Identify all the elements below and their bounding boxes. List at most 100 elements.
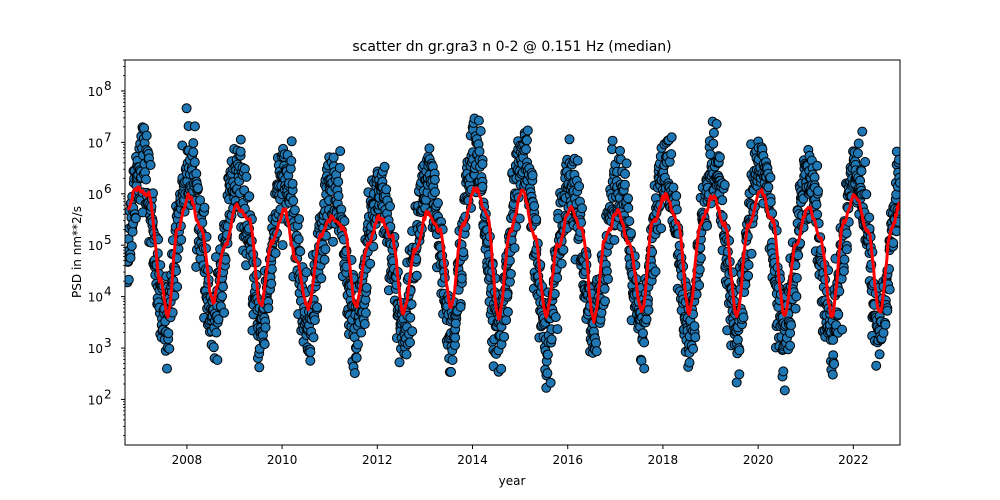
scatter-point	[857, 126, 868, 137]
scatter-point	[765, 172, 776, 183]
scatter-point	[244, 191, 255, 202]
scatter-point	[458, 247, 469, 258]
scatter-point	[623, 193, 633, 204]
scatter-point	[734, 369, 745, 380]
scatter-point	[860, 157, 871, 167]
scatter-point	[312, 302, 323, 313]
scatter-point	[496, 363, 507, 374]
scatter-point	[270, 248, 281, 259]
scatter-point	[708, 138, 719, 149]
y-tick-exponent: 3	[104, 336, 112, 350]
scatter-point	[895, 177, 900, 188]
scatter-point	[878, 327, 889, 338]
scatter-point	[690, 332, 701, 343]
scatter-point	[217, 291, 228, 302]
scatter-point	[734, 345, 745, 356]
scatter-point	[447, 355, 458, 365]
scatter-point	[394, 357, 405, 368]
scatter-point	[609, 235, 620, 245]
scatter-point	[141, 174, 151, 185]
scatter-point	[501, 315, 512, 325]
y-tick-label: 10	[88, 239, 103, 253]
scatter-point	[591, 346, 602, 357]
scatter-point	[812, 160, 823, 171]
scatter-point	[499, 331, 510, 342]
scatter-point	[509, 243, 520, 253]
scatter-point	[864, 212, 875, 223]
scatter-point	[295, 246, 306, 257]
scatter-point	[241, 171, 252, 182]
scatter-point	[603, 274, 613, 284]
scatter-point	[556, 258, 567, 269]
scatter-point	[522, 125, 533, 136]
scatter-point	[743, 270, 754, 281]
scatter-point	[550, 312, 561, 323]
scatter-point	[475, 126, 486, 136]
scatter-point	[333, 176, 344, 187]
scatter-point	[694, 264, 705, 275]
scatter-point	[558, 244, 569, 255]
scatter-point	[521, 135, 532, 146]
scatter-point	[828, 334, 839, 345]
scatter-point	[305, 347, 316, 358]
scatter-point	[208, 342, 219, 353]
scatter-point	[193, 183, 203, 194]
scatter-point	[195, 195, 206, 206]
scatter-point	[361, 282, 372, 293]
scatter-point	[432, 198, 443, 208]
scatter-point	[316, 273, 327, 284]
scatter-point	[738, 312, 749, 323]
scatter-point	[708, 127, 719, 138]
scatter-point	[856, 166, 867, 177]
scatter-point	[689, 321, 700, 332]
scatter-point	[666, 149, 677, 160]
scatter-point	[577, 203, 587, 214]
scatter-point	[650, 266, 661, 277]
scatter-point	[293, 234, 304, 245]
scatter-point	[564, 134, 575, 145]
scatter-point	[779, 385, 790, 396]
scatter-point	[176, 234, 187, 245]
x-axis: 2008 2010 2012 2014 2016 2018 2020 2022	[172, 445, 869, 467]
scatter-point	[477, 159, 488, 170]
scatter-point	[521, 144, 531, 155]
scatter-point	[600, 296, 610, 307]
scatter-point	[455, 301, 466, 312]
scatter-point	[212, 355, 223, 365]
scatter-point	[837, 324, 848, 335]
scatter-point	[277, 240, 288, 251]
scatter-point	[424, 143, 435, 154]
scatter-point	[125, 252, 136, 263]
scatter-point	[213, 314, 224, 325]
scatter-point	[189, 121, 200, 132]
x-tick-label: 2018	[648, 453, 679, 467]
scatter-point	[328, 236, 338, 247]
scatter-point	[743, 260, 754, 270]
scatter-point	[790, 303, 801, 314]
scatter-point	[527, 170, 538, 181]
scatter-point	[235, 134, 246, 145]
scatter-point	[181, 103, 192, 114]
scatter-point	[591, 338, 601, 348]
scatter-point	[829, 359, 840, 369]
scatter-point	[259, 339, 270, 350]
y-tick-label: 10	[88, 291, 103, 305]
scatter-point	[127, 226, 138, 237]
scatter-point	[695, 253, 706, 263]
scatter-point	[405, 312, 416, 323]
scatter-point	[763, 182, 774, 193]
scatter-point	[732, 334, 743, 345]
scatter-point	[334, 162, 345, 173]
scatter-point	[841, 228, 852, 239]
scatter-point	[615, 145, 625, 156]
scatter-point	[188, 147, 199, 158]
scatter-point	[429, 174, 440, 185]
scatter-point	[263, 303, 274, 314]
y-tick-exponent: 5	[104, 233, 112, 247]
scatter-point	[880, 319, 891, 330]
scatter-point	[852, 148, 863, 159]
scatter-point	[450, 318, 461, 329]
x-tick-label: 2008	[172, 453, 203, 467]
scatter-point	[871, 360, 882, 371]
